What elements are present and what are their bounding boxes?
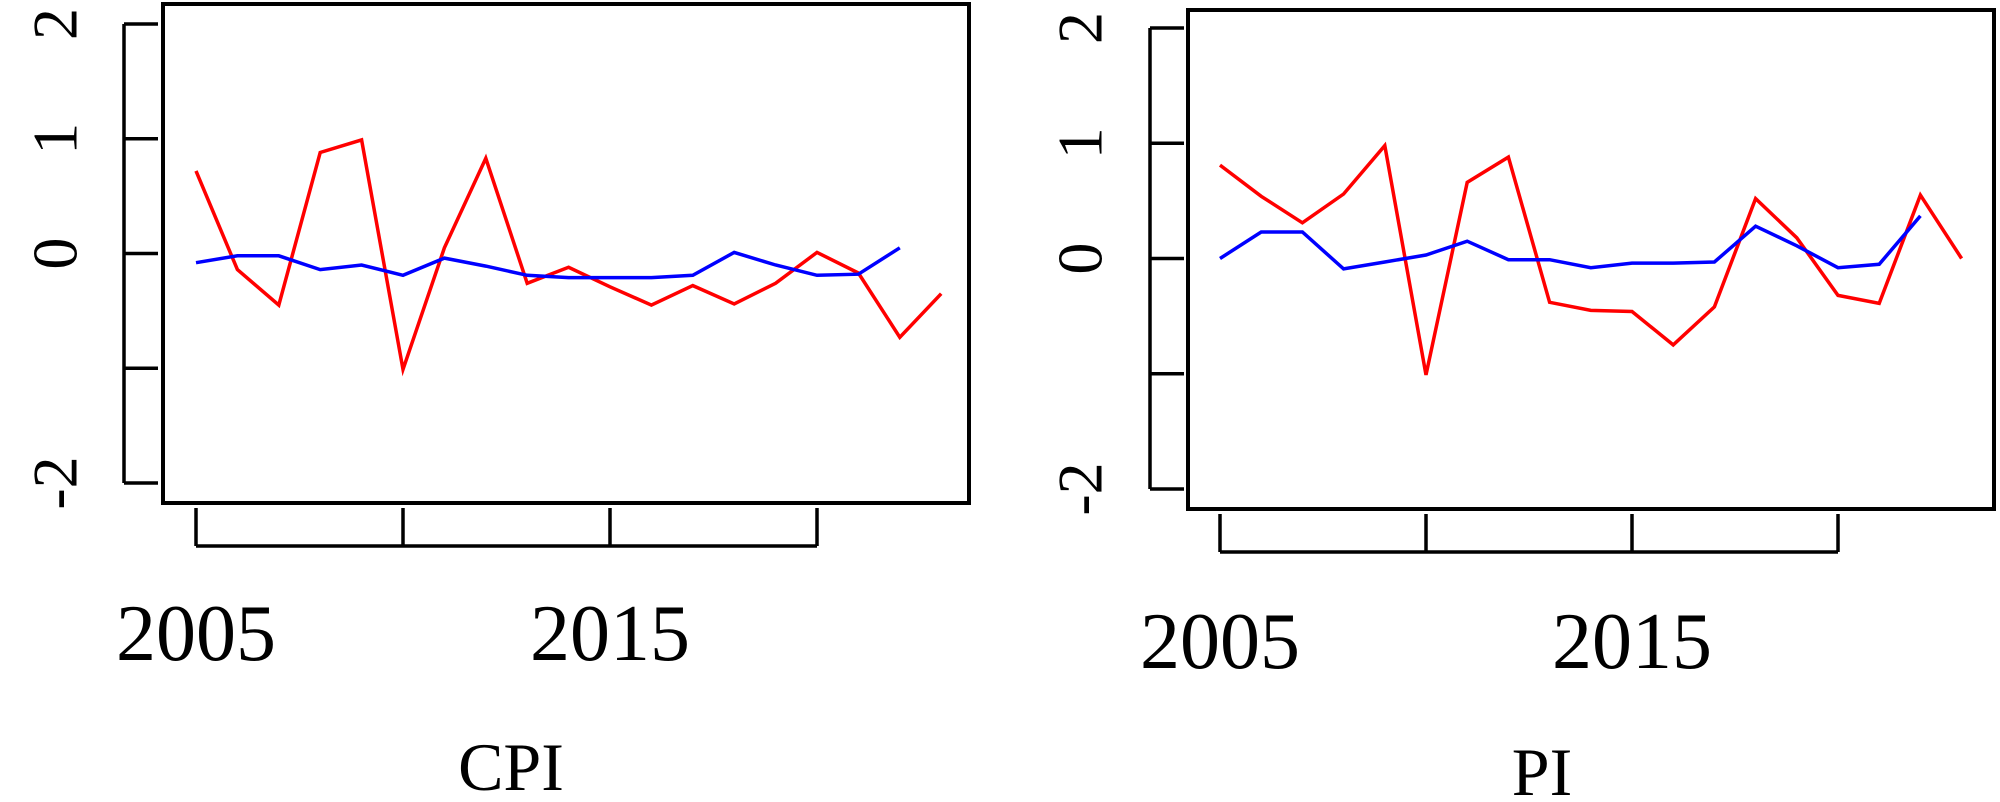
x-tick-label: 2015 [1552, 598, 1712, 686]
plot-frame [1186, 8, 1996, 511]
chart-panel-0: -2 0 1 2 2005 2015 CPI [20, 2, 971, 802]
y-tick-label: -2 [20, 456, 91, 509]
x-tick-label: 2015 [530, 590, 690, 678]
y-tick-label: 0 [1045, 243, 1116, 275]
series-line-1 [195, 246, 901, 280]
x-tick-label: 2005 [116, 590, 276, 678]
series-line-1 [1219, 214, 1922, 271]
chart-panel-1: -2 0 1 2 2005 2015 PI [1045, 8, 1996, 802]
y-tick-label: 2 [20, 8, 91, 40]
y-tick-label: -2 [1045, 462, 1116, 515]
y-tick-label: 0 [20, 238, 91, 270]
series-line-0 [194, 137, 943, 377]
x-axis-label: PI [1512, 734, 1572, 802]
series-line-0 [1218, 141, 1964, 376]
y-tick-label: 1 [20, 123, 91, 155]
x-axis-label: CPI [458, 729, 564, 802]
x-tick-label: 2005 [1140, 598, 1300, 686]
y-tick-label: 2 [1045, 12, 1116, 44]
plot-frame [161, 2, 971, 505]
y-tick-label: 1 [1045, 127, 1116, 159]
